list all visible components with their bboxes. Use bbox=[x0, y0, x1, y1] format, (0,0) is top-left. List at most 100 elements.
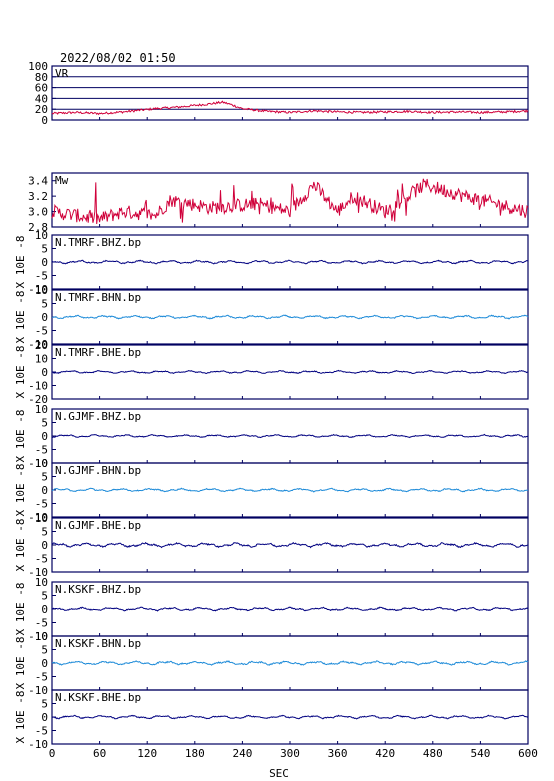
x-tick-label: 600 bbox=[518, 747, 538, 760]
y-tick-label: 5 bbox=[41, 471, 48, 484]
x-axis: 0 60 120 180 240 300 360 420 480 540 600 bbox=[49, 747, 538, 760]
y-tick-label: 10 bbox=[35, 353, 48, 366]
y-tick-label: -5 bbox=[35, 498, 48, 511]
panel-frame bbox=[51, 172, 529, 228]
y-tick-label: 0 bbox=[41, 256, 48, 269]
y-tick-label: -10 bbox=[28, 738, 48, 751]
y-tick-label: 0 bbox=[41, 430, 48, 443]
y-tick-label: -10 bbox=[28, 511, 48, 524]
y-axis-unit-label: X 10E -8 bbox=[14, 236, 27, 289]
x-tick-label: 480 bbox=[423, 747, 443, 760]
y-axis-unit-label: X 10E -8 bbox=[14, 691, 27, 744]
y-tick-label: -10 bbox=[28, 566, 48, 579]
y-tick-label: -5 bbox=[35, 671, 48, 684]
y-tick-label: 10 bbox=[35, 229, 48, 242]
panel-n-kskf-bhe-bp: 50-5-10 N.KSKF.BHE.bp X 10E -8 bbox=[14, 689, 529, 751]
y-tick-label: 10 bbox=[35, 457, 48, 470]
y-tick-label: 5 bbox=[41, 417, 48, 430]
y-tick-label: -10 bbox=[28, 380, 48, 393]
y-tick-label: 10 bbox=[35, 284, 48, 297]
x-tick-label: 300 bbox=[280, 747, 300, 760]
y-tick-label: -10 bbox=[28, 338, 48, 351]
y-tick-label: -10 bbox=[28, 630, 48, 643]
y-tick-label: 0 bbox=[41, 484, 48, 497]
x-tick-label: 0 bbox=[49, 747, 56, 760]
y-tick-label: 5 bbox=[41, 644, 48, 657]
panel-label: N.TMRF.BHN.bp bbox=[55, 291, 141, 304]
y-tick-label: 5 bbox=[41, 590, 48, 603]
y-tick-label: 0 bbox=[41, 603, 48, 616]
series-line bbox=[51, 178, 529, 225]
y-axis-unit-label: X 10E -8 bbox=[14, 464, 27, 517]
panel-label: N.KSKF.BHE.bp bbox=[55, 691, 141, 704]
y-tick-label: -5 bbox=[35, 444, 48, 457]
y-tick-label: 2.8 bbox=[28, 221, 48, 234]
y-axis-unit-label: X 10E -8 bbox=[14, 291, 27, 344]
y-tick-label: -5 bbox=[35, 617, 48, 630]
series-line bbox=[51, 369, 529, 375]
y-tick-label: -10 bbox=[28, 457, 48, 470]
y-tick-label: 0 bbox=[41, 711, 48, 724]
y-tick-label: 5 bbox=[41, 526, 48, 539]
y-tick-label: 0 bbox=[41, 311, 48, 324]
series-line bbox=[51, 660, 529, 666]
y-tick-label: -20 bbox=[28, 393, 48, 406]
y-tick-label: -5 bbox=[35, 325, 48, 338]
series-line bbox=[51, 433, 529, 439]
y-tick-label: -5 bbox=[35, 270, 48, 283]
series-line bbox=[51, 100, 529, 116]
panel-label: N.TMRF.BHE.bp bbox=[55, 346, 141, 359]
y-tick-label: 10 bbox=[35, 576, 48, 589]
y-tick-label: 0 bbox=[41, 114, 48, 127]
x-tick-label: 120 bbox=[137, 747, 157, 760]
x-tick-label: 540 bbox=[470, 747, 490, 760]
series-line bbox=[51, 606, 529, 612]
series-line bbox=[52, 714, 529, 720]
y-tick-label: 3.4 bbox=[28, 175, 48, 188]
series-line bbox=[51, 487, 528, 493]
y-axis-unit-label: X 10E -8 bbox=[14, 583, 27, 636]
panel-label: N.GJMF.BHN.bp bbox=[55, 464, 141, 477]
y-tick-label: 10 bbox=[35, 630, 48, 643]
y-tick-label: -10 bbox=[28, 283, 48, 296]
figure-title: 2022/08/02 01:50 bbox=[60, 51, 176, 65]
y-tick-label: 3.0 bbox=[28, 206, 48, 219]
panels-group: 100806040200VR3.43.23.02.8Mw1050-5-10N.T… bbox=[14, 60, 529, 751]
x-axis-label: SEC bbox=[269, 767, 289, 780]
series-line bbox=[51, 314, 529, 320]
y-tick-label: 5 bbox=[41, 698, 48, 711]
y-tick-label: 20 bbox=[35, 339, 48, 352]
y-axis-unit-label: X 10E -8 bbox=[14, 637, 27, 690]
y-tick-label: 40 bbox=[35, 92, 48, 105]
y-tick-label: 3.2 bbox=[28, 190, 48, 203]
x-tick-label: 360 bbox=[328, 747, 348, 760]
y-tick-label: 10 bbox=[35, 512, 48, 525]
y-tick-label: 5 bbox=[41, 243, 48, 256]
panel-label: N.TMRF.BHZ.bp bbox=[55, 236, 141, 249]
panel-label: N.KSKF.BHZ.bp bbox=[55, 583, 141, 596]
y-tick-label: 10 bbox=[35, 403, 48, 416]
panel-mw: 3.4 3.2 3.0 2.8 Mw bbox=[28, 172, 529, 234]
y-tick-label: 0 bbox=[41, 366, 48, 379]
panel-label: N.GJMF.BHE.bp bbox=[55, 519, 141, 532]
panel-label: VR bbox=[55, 67, 69, 80]
y-tick-label: 5 bbox=[41, 298, 48, 311]
y-tick-label: 100 bbox=[28, 60, 48, 73]
y-axis-unit-label: X 10E -8 bbox=[14, 519, 27, 572]
y-axis-unit-label: X 10E -8 bbox=[14, 346, 27, 399]
y-tick-label: 20 bbox=[35, 103, 48, 116]
x-tick-label: 60 bbox=[93, 747, 106, 760]
series-line bbox=[51, 259, 529, 265]
y-tick-label: 80 bbox=[35, 71, 48, 84]
panel-label: N.GJMF.BHZ.bp bbox=[55, 410, 141, 423]
y-tick-label: 60 bbox=[35, 82, 48, 95]
